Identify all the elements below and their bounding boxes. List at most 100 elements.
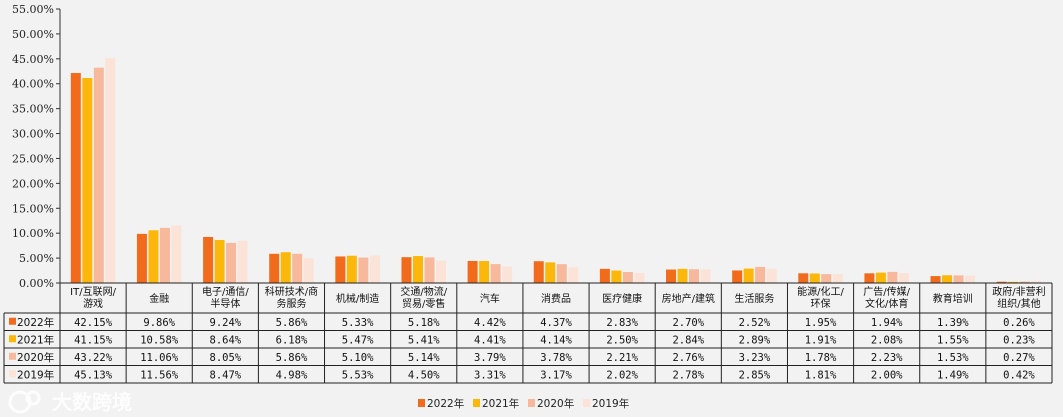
bar — [214, 239, 225, 283]
bar — [358, 257, 369, 283]
table-cell-value: 3.78% — [540, 352, 572, 364]
bar — [467, 260, 478, 283]
table-cell-value: 4.42% — [474, 317, 506, 329]
table-cell-value: 8.05% — [210, 352, 242, 364]
x-category-label: 广告/传媒/文化/体育 — [863, 285, 910, 310]
table-cell-value: 1.95% — [805, 317, 837, 329]
table-cell-value: 4.37% — [540, 317, 572, 329]
table-cell-value: 0.26% — [1003, 317, 1035, 329]
table-cell-value: 10.58% — [140, 334, 179, 346]
bar — [1031, 280, 1042, 283]
table-cell-value: 0.23% — [1003, 334, 1035, 346]
bar — [435, 260, 446, 283]
legend-label: 2022年 — [427, 397, 464, 410]
table-cell-value: 5.86% — [276, 352, 308, 364]
bar — [369, 255, 380, 283]
bar — [864, 273, 875, 283]
table-cell-value: 2.21% — [606, 352, 638, 364]
table-cell-value: 5.53% — [342, 369, 374, 381]
bar — [1019, 281, 1030, 283]
bar — [226, 242, 237, 283]
table-cell-value: 2.02% — [606, 369, 638, 381]
x-category-label: 金融 — [149, 292, 169, 305]
x-category-label: 消费品 — [541, 292, 571, 305]
x-category-label: 电子/通信/半导体 — [202, 285, 249, 310]
table-cell-value: 9.24% — [210, 317, 242, 329]
table-cell-value: 45.13% — [74, 369, 113, 381]
legend-swatch — [473, 399, 480, 407]
bar — [887, 271, 898, 283]
y-tick-label: 45.00% — [12, 53, 54, 66]
x-category-label: 政府/非营利组织/其他 — [992, 285, 1045, 310]
data-table — [3, 282, 1053, 384]
row-legend-swatch — [9, 335, 16, 343]
x-category-label: 教育培训 — [933, 292, 973, 305]
legend-swatch — [528, 399, 535, 407]
table-cell-value: 5.86% — [276, 317, 308, 329]
bar — [689, 269, 700, 283]
table-cell-value: 0.42% — [1003, 369, 1035, 381]
table-cell-value: 0.27% — [1003, 352, 1035, 364]
bar — [611, 270, 622, 283]
x-category-label: 生活服务 — [734, 292, 774, 305]
bar — [502, 266, 513, 283]
bar — [533, 261, 544, 283]
y-tick-label: 25.00% — [12, 152, 54, 165]
table-cell-value: 4.50% — [408, 369, 440, 381]
table-cell-value: 4.14% — [540, 334, 572, 346]
bar — [809, 273, 820, 283]
table-cell-value: 2.85% — [739, 369, 771, 381]
y-tick-label: 20.00% — [12, 177, 54, 190]
bar — [292, 253, 303, 283]
legend-label: 2020年 — [537, 397, 574, 410]
table-cell-value: 2.89% — [739, 334, 771, 346]
bar — [599, 268, 610, 283]
table-cell-value: 8.47% — [210, 369, 242, 381]
bar — [237, 240, 248, 283]
x-category-label: 医疗健康 — [602, 292, 642, 305]
bar — [203, 236, 214, 283]
table-cell-value: 3.17% — [540, 369, 572, 381]
table-cell-value: 11.06% — [140, 352, 179, 364]
table-cell-value: 4.98% — [276, 369, 308, 381]
row-legend-swatch — [9, 317, 16, 325]
bar — [424, 257, 435, 283]
x-category-label: IT/互联网/游戏 — [70, 286, 116, 310]
x-category-label: 汽车 — [480, 292, 500, 305]
table-cell-value: 42.15% — [74, 317, 113, 329]
y-tick-label: 10.00% — [12, 227, 54, 240]
table-cell-value: 1.49% — [937, 369, 969, 381]
table-cell-value: 1.39% — [937, 317, 969, 329]
bar — [700, 269, 711, 283]
table-cell-value: 2.00% — [871, 369, 903, 381]
bar — [136, 233, 147, 283]
table-cell-value: 2.76% — [672, 352, 704, 364]
bar — [490, 264, 501, 283]
table-cell-value: 41.15% — [74, 334, 113, 346]
bar — [677, 268, 688, 283]
bar — [766, 268, 777, 283]
table-cell-value: 1.81% — [805, 369, 837, 381]
table-cell-value: 5.33% — [342, 317, 374, 329]
table-cell-value: 3.23% — [739, 352, 771, 364]
x-category-label: 科研技术/商务服务 — [265, 285, 318, 310]
bar — [942, 275, 953, 283]
row-series-label: 2019年 — [17, 368, 54, 381]
table-cell-value: 1.78% — [805, 352, 837, 364]
table-cell-value: 2.08% — [871, 334, 903, 346]
legend-swatch — [418, 399, 425, 407]
bar — [568, 267, 579, 283]
y-tick-label: 35.00% — [12, 103, 54, 116]
y-tick-label: 40.00% — [12, 78, 54, 91]
table-cell-value: 1.55% — [937, 334, 969, 346]
y-tick-label: 5.00% — [19, 252, 54, 265]
bar — [280, 252, 291, 283]
table-cell-value: 2.70% — [672, 317, 704, 329]
x-category-label: 交通/物流/贸易/零售 — [400, 285, 447, 310]
table-cell-value: 5.10% — [342, 352, 374, 364]
bar — [545, 262, 556, 283]
bar — [70, 73, 81, 284]
table-cell-value: 2.78% — [672, 369, 704, 381]
table-cell-value: 5.18% — [408, 317, 440, 329]
